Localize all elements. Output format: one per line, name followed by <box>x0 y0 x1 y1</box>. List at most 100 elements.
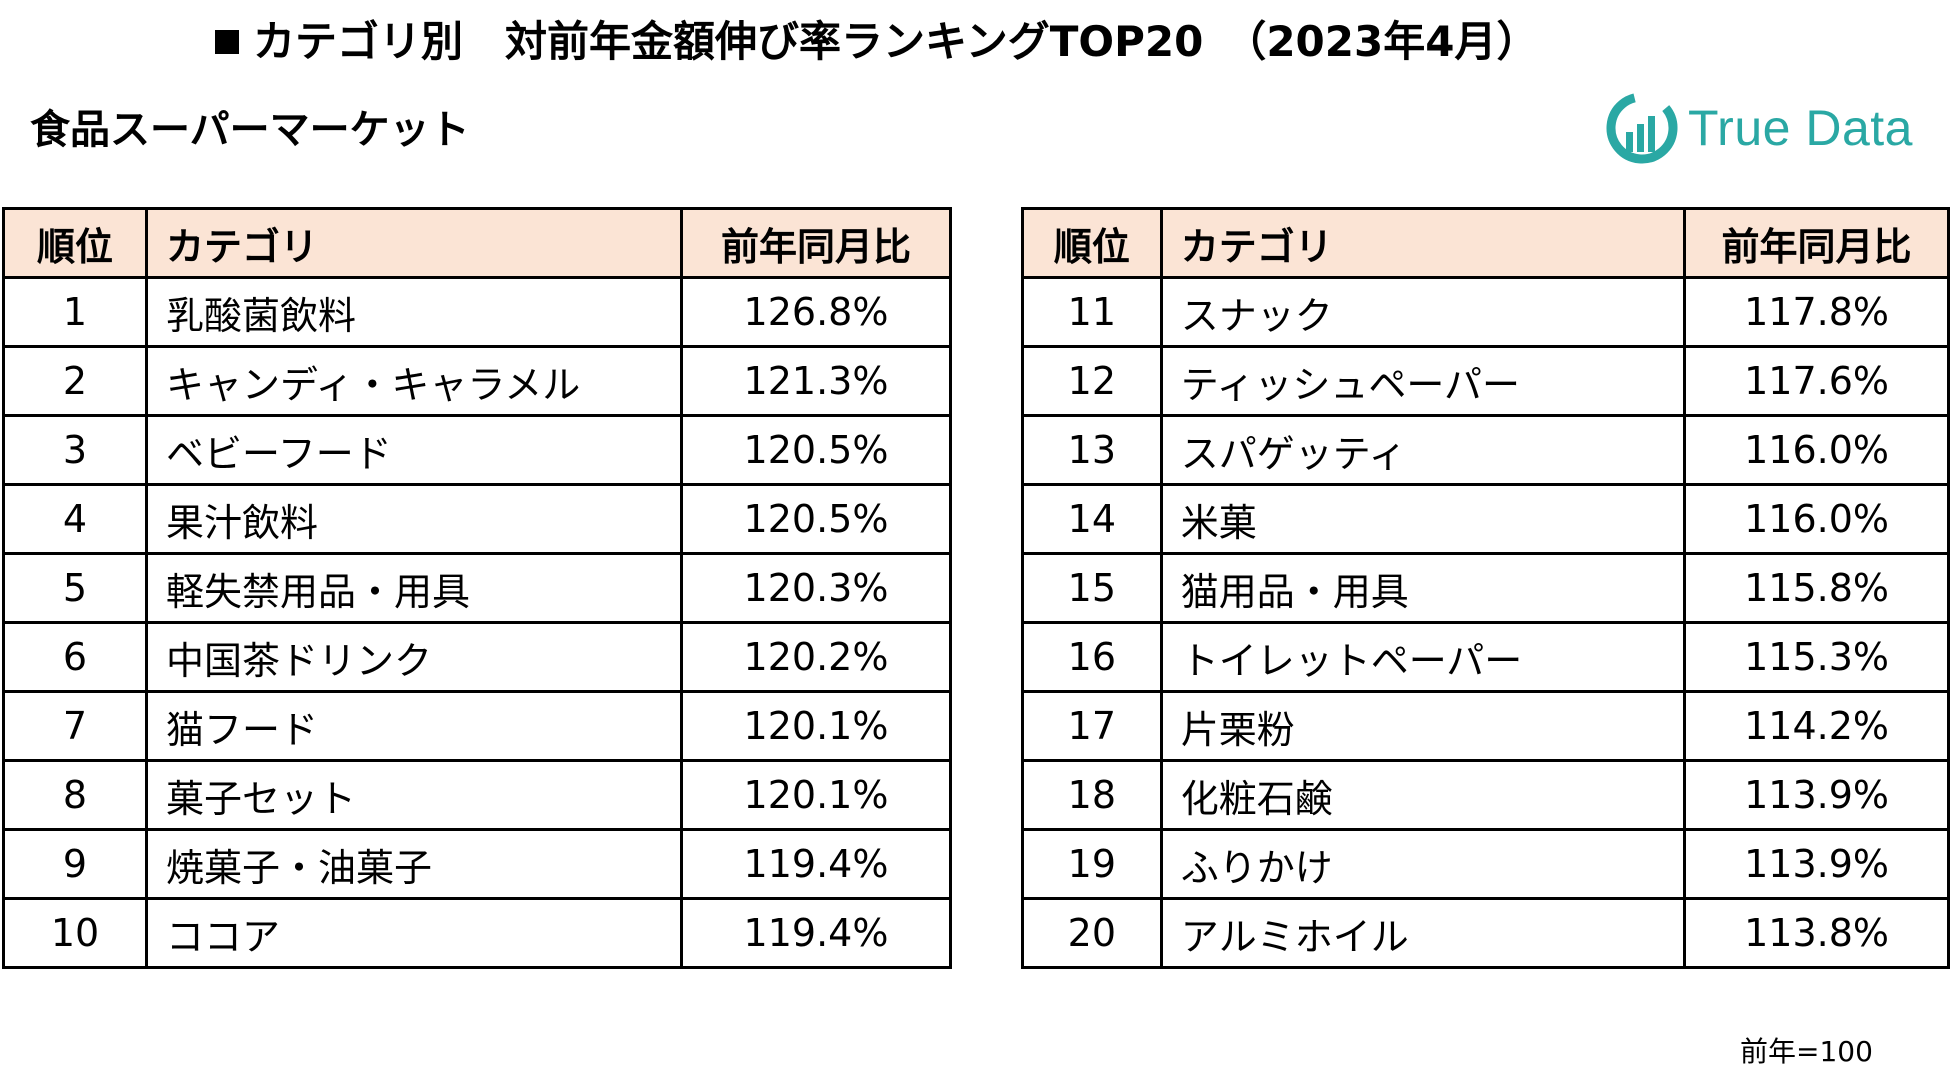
baseline-note: 前年=100 <box>1740 1035 1873 1068</box>
ratio-cell: 117.6% <box>1683 345 1950 417</box>
table-header-row: 順位 カテゴリ 前年同月比 <box>1021 207 1950 279</box>
ratio-cell: 115.3% <box>1683 621 1950 693</box>
category-cell: 片栗粉 <box>1159 690 1687 762</box>
ratio-cell: 120.1% <box>680 759 952 831</box>
header-category: カテゴリ <box>145 207 683 279</box>
ranking-table-left: 順位 カテゴリ 前年同月比 1 乳酸菌飲料 126.8% 2 キャンディ・キャラメル 12… <box>2 207 952 969</box>
table-row: 6 中国茶ドリンク 120.2% <box>2 621 952 693</box>
table-row: 9 焼菓子・油菓子 119.4% <box>2 828 952 900</box>
category-cell: 焼菓子・油菓子 <box>145 828 683 900</box>
category-cell: 果汁飲料 <box>145 483 683 555</box>
category-cell: スナック <box>1159 276 1687 348</box>
rank-cell: 8 <box>2 759 148 831</box>
table-row: 4 果汁飲料 120.5% <box>2 483 952 555</box>
category-cell: ベビーフード <box>145 414 683 486</box>
table-row: 13 スパゲッティ 116.0% <box>1021 414 1950 486</box>
ratio-cell: 113.9% <box>1683 759 1950 831</box>
table-row: 8 菓子セット 120.1% <box>2 759 952 831</box>
category-cell: ふりかけ <box>1159 828 1687 900</box>
header-ratio: 前年同月比 <box>1683 207 1950 279</box>
table-row: 5 軽失禁用品・用具 120.3% <box>2 552 952 624</box>
category-cell: アルミホイル <box>1159 897 1687 969</box>
truedata-logo: True Data <box>1604 88 1913 168</box>
rank-cell: 20 <box>1021 897 1163 969</box>
category-cell: 乳酸菌飲料 <box>145 276 683 348</box>
rank-cell: 15 <box>1021 552 1163 624</box>
rank-cell: 2 <box>2 345 148 417</box>
rank-cell: 6 <box>2 621 148 693</box>
rank-cell: 4 <box>2 483 148 555</box>
square-bullet-icon <box>215 30 239 54</box>
rank-cell: 9 <box>2 828 148 900</box>
rank-cell: 7 <box>2 690 148 762</box>
rank-cell: 18 <box>1021 759 1163 831</box>
ratio-cell: 116.0% <box>1683 483 1950 555</box>
category-cell: 軽失禁用品・用具 <box>145 552 683 624</box>
header-rank: 順位 <box>2 207 148 279</box>
rank-cell: 14 <box>1021 483 1163 555</box>
table-row: 15 猫用品・用具 115.8% <box>1021 552 1950 624</box>
ranking-table-left-body: 1 乳酸菌飲料 126.8% 2 キャンディ・キャラメル 121.3% 3 ベビーフード 120… <box>2 276 952 969</box>
rank-cell: 17 <box>1021 690 1163 762</box>
rank-cell: 10 <box>2 897 148 969</box>
ratio-cell: 116.0% <box>1683 414 1950 486</box>
ratio-cell: 119.4% <box>680 828 952 900</box>
page-title: カテゴリ別 対前年金額伸び率ランキングTOP20 （2023年4月） <box>215 12 1538 72</box>
rank-cell: 3 <box>2 414 148 486</box>
ratio-cell: 115.8% <box>1683 552 1950 624</box>
category-cell: ココア <box>145 897 683 969</box>
table-row: 17 片栗粉 114.2% <box>1021 690 1950 762</box>
header-category: カテゴリ <box>1159 207 1687 279</box>
rank-cell: 16 <box>1021 621 1163 693</box>
rank-cell: 1 <box>2 276 148 348</box>
header-rank: 順位 <box>1021 207 1163 279</box>
table-row: 7 猫フード 120.1% <box>2 690 952 762</box>
category-cell: トイレットペーパー <box>1159 621 1687 693</box>
ratio-cell: 120.3% <box>680 552 952 624</box>
rank-cell: 13 <box>1021 414 1163 486</box>
ratio-cell: 117.8% <box>1683 276 1950 348</box>
table-row: 19 ふりかけ 113.9% <box>1021 828 1950 900</box>
ranking-table-right-body: 11 スナック 117.8% 12 ティッシュペーパー 117.6% 13 スパゲッティ 116… <box>1021 276 1950 969</box>
page-subtitle: 食品スーパーマーケット <box>30 107 470 153</box>
ratio-cell: 120.5% <box>680 414 952 486</box>
category-cell: 菓子セット <box>145 759 683 831</box>
table-row: 14 米菓 116.0% <box>1021 483 1950 555</box>
category-cell: スパゲッティ <box>1159 414 1687 486</box>
table-row: 1 乳酸菌飲料 126.8% <box>2 276 952 348</box>
table-row: 16 トイレットペーパー 115.3% <box>1021 621 1950 693</box>
table-row: 2 キャンディ・キャラメル 121.3% <box>2 345 952 417</box>
ratio-cell: 113.9% <box>1683 828 1950 900</box>
category-cell: 猫用品・用具 <box>1159 552 1687 624</box>
page-title-text: カテゴリ別 対前年金額伸び率ランキングTOP20 （2023年4月） <box>253 17 1539 66</box>
ranking-table-right: 順位 カテゴリ 前年同月比 11 スナック 117.8% 12 ティッシュペーパー 117… <box>1021 207 1950 969</box>
category-cell: 猫フード <box>145 690 683 762</box>
category-cell: キャンディ・キャラメル <box>145 345 683 417</box>
ratio-cell: 121.3% <box>680 345 952 417</box>
table-row: 11 スナック 117.8% <box>1021 276 1950 348</box>
ratio-cell: 114.2% <box>1683 690 1950 762</box>
truedata-logo-icon <box>1606 92 1678 164</box>
category-cell: 中国茶ドリンク <box>145 621 683 693</box>
rank-cell: 5 <box>2 552 148 624</box>
category-cell: ティッシュペーパー <box>1159 345 1687 417</box>
ratio-cell: 120.1% <box>680 690 952 762</box>
table-row: 20 アルミホイル 113.8% <box>1021 897 1950 969</box>
table-row: 3 ベビーフード 120.5% <box>2 414 952 486</box>
table-header-row: 順位 カテゴリ 前年同月比 <box>2 207 952 279</box>
category-cell: 米菓 <box>1159 483 1687 555</box>
ratio-cell: 119.4% <box>680 897 952 969</box>
rank-cell: 12 <box>1021 345 1163 417</box>
rank-cell: 11 <box>1021 276 1163 348</box>
table-row: 18 化粧石鹸 113.9% <box>1021 759 1950 831</box>
header-ratio: 前年同月比 <box>680 207 952 279</box>
rank-cell: 19 <box>1021 828 1163 900</box>
ratio-cell: 120.5% <box>680 483 952 555</box>
table-row: 12 ティッシュペーパー 117.6% <box>1021 345 1950 417</box>
table-row: 10 ココア 119.4% <box>2 897 952 969</box>
logo-text: True Data <box>1688 100 1913 156</box>
category-cell: 化粧石鹸 <box>1159 759 1687 831</box>
ratio-cell: 126.8% <box>680 276 952 348</box>
ratio-cell: 120.2% <box>680 621 952 693</box>
ratio-cell: 113.8% <box>1683 897 1950 969</box>
